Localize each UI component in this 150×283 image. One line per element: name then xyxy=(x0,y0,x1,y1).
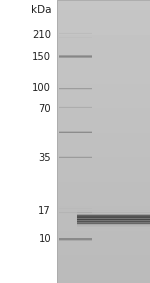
Bar xyxy=(76,201,150,202)
Text: kDa: kDa xyxy=(30,5,51,15)
Bar xyxy=(0,0,57,283)
Bar xyxy=(76,203,150,204)
Text: 10: 10 xyxy=(38,234,51,244)
Bar xyxy=(76,215,150,216)
Bar xyxy=(57,0,150,283)
Bar xyxy=(76,237,150,238)
Bar xyxy=(76,199,150,200)
Bar xyxy=(76,212,150,213)
Bar xyxy=(76,228,150,229)
Text: 150: 150 xyxy=(32,52,51,62)
Text: 35: 35 xyxy=(38,153,51,164)
Bar xyxy=(76,206,150,207)
Bar xyxy=(76,217,150,218)
Bar xyxy=(76,205,150,206)
Bar xyxy=(76,223,150,224)
Text: 70: 70 xyxy=(38,104,51,114)
Bar xyxy=(76,207,150,208)
Bar xyxy=(76,226,150,227)
Bar xyxy=(76,216,150,217)
Bar xyxy=(76,208,150,209)
Text: 100: 100 xyxy=(32,83,51,93)
Text: 210: 210 xyxy=(32,30,51,40)
Bar xyxy=(76,234,150,235)
Bar xyxy=(76,230,150,231)
Bar xyxy=(76,219,150,220)
Bar xyxy=(76,204,150,205)
Bar xyxy=(76,239,150,240)
Text: 17: 17 xyxy=(38,206,51,216)
Bar xyxy=(76,218,150,219)
Bar xyxy=(76,210,150,211)
Bar xyxy=(76,215,150,224)
Bar xyxy=(76,221,150,222)
Bar xyxy=(76,232,150,233)
